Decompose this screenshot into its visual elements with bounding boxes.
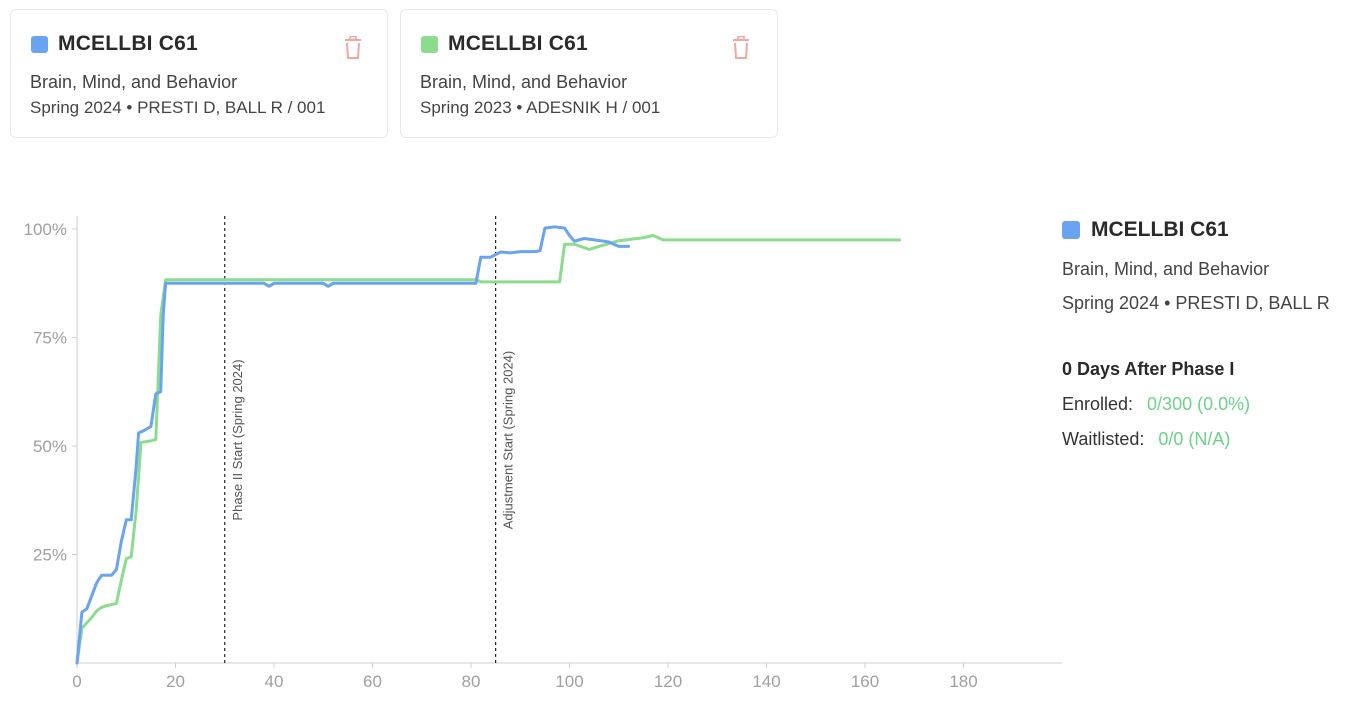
enrolled-row: Enrolled: 0/300 (0.0%) xyxy=(1062,394,1250,415)
course-card[interactable]: MCELLBI C61 Brain, Mind, and Behavior Sp… xyxy=(10,9,388,138)
course-title: Brain, Mind, and Behavior xyxy=(420,72,628,92)
y-tick-label: 25% xyxy=(33,546,67,565)
course-term-instructor: Spring 2023 • ADESNIK H / 001 xyxy=(420,98,661,117)
trash-icon[interactable] xyxy=(343,36,363,60)
days-after-phase-heading: 0 Days After Phase I xyxy=(1062,359,1235,379)
course-title: Brain, Mind, and Behavior xyxy=(30,72,238,92)
x-tick-label: 180 xyxy=(949,672,977,691)
enrolled-value: 0/300 (0.0%) xyxy=(1147,394,1251,414)
x-tick-label: 40 xyxy=(265,672,284,691)
x-tick-label: 20 xyxy=(166,672,185,691)
phase-marker-label: Adjustment Start (Spring 2024) xyxy=(501,351,516,529)
x-tick-label: 160 xyxy=(851,672,879,691)
x-tick-label: 0 xyxy=(72,672,81,691)
enrolled-label: Enrolled: xyxy=(1062,394,1134,414)
waitlisted-value: 0/0 (N/A) xyxy=(1158,429,1231,449)
series-line xyxy=(75,234,901,665)
panel-course-code: MCELLBI C61 xyxy=(1091,218,1229,241)
course-code: MCELLBI C61 xyxy=(58,32,198,55)
x-tick-label: 100 xyxy=(555,672,583,691)
course-color-swatch xyxy=(31,36,48,53)
phase-marker-label: Phase II Start (Spring 2024) xyxy=(230,359,245,520)
course-card[interactable]: MCELLBI C61 Brain, Mind, and Behavior Sp… xyxy=(400,9,778,138)
y-tick-label: 50% xyxy=(33,437,67,456)
series-line xyxy=(75,225,631,665)
course-code: MCELLBI C61 xyxy=(448,32,588,55)
panel-course-title: Brain, Mind, and Behavior xyxy=(1062,259,1270,279)
x-tick-label: 60 xyxy=(363,672,382,691)
waitlisted-row: Waitlisted: 0/0 (N/A) xyxy=(1062,429,1230,450)
course-term-instructor: Spring 2024 • PRESTI D, BALL R / 001 xyxy=(30,98,326,117)
course-color-swatch xyxy=(1062,221,1080,239)
waitlisted-label: Waitlisted: xyxy=(1062,429,1145,449)
panel-course-term: Spring 2024 • PRESTI D, BALL R xyxy=(1062,293,1330,313)
x-tick-label: 120 xyxy=(654,672,682,691)
trash-icon[interactable] xyxy=(731,36,751,60)
x-tick-label: 140 xyxy=(752,672,780,691)
y-tick-label: 75% xyxy=(33,329,67,348)
y-tick-label: 100% xyxy=(24,220,67,239)
course-color-swatch xyxy=(421,36,438,53)
x-tick-label: 80 xyxy=(462,672,481,691)
